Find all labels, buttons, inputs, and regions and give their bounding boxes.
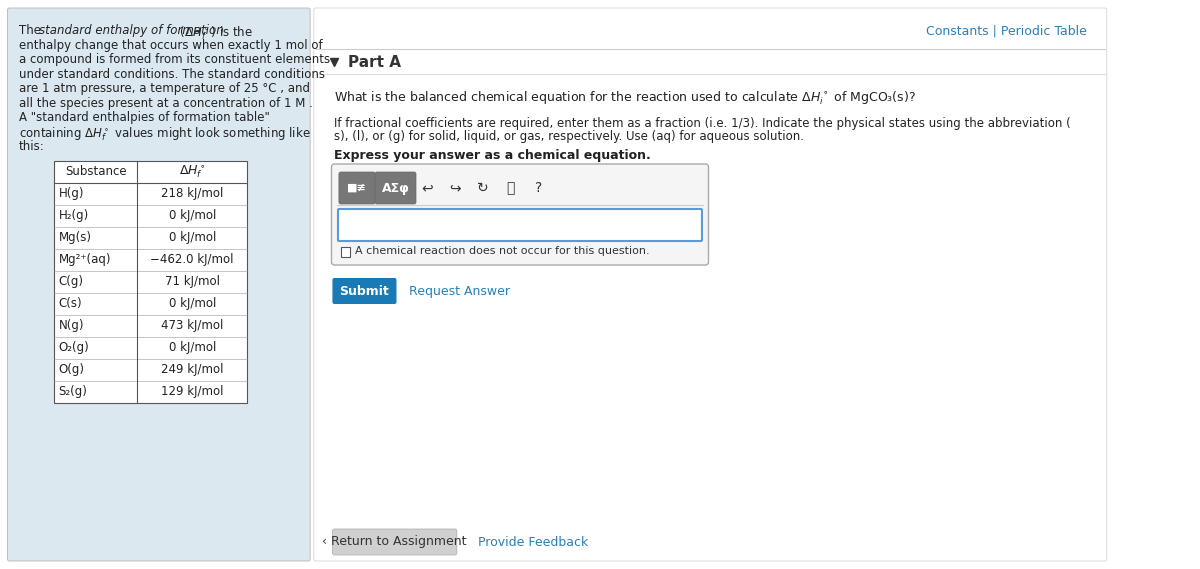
Text: 0 kJ/mol: 0 kJ/mol — [168, 231, 216, 244]
Text: 0 kJ/mol: 0 kJ/mol — [168, 341, 216, 354]
Text: ↻: ↻ — [478, 181, 488, 195]
Text: ■≢: ■≢ — [347, 183, 366, 193]
Text: 0 kJ/mol: 0 kJ/mol — [168, 297, 216, 310]
Text: Substance: Substance — [65, 165, 126, 178]
Text: a compound is formed from its constituent elements: a compound is formed from its constituen… — [18, 53, 330, 66]
Text: Express your answer as a chemical equation.: Express your answer as a chemical equati… — [335, 149, 652, 162]
Text: 473 kJ/mol: 473 kJ/mol — [161, 319, 223, 332]
FancyBboxPatch shape — [7, 8, 310, 561]
Text: If fractional coefficients are required, enter them as a fraction (i.e. 1/3). In: If fractional coefficients are required,… — [335, 117, 1072, 130]
Text: ($\Delta H_f^\circ$) is the: ($\Delta H_f^\circ$) is the — [176, 24, 253, 42]
Text: this:: this: — [18, 140, 44, 153]
Text: A "standard enthalpies of formation table": A "standard enthalpies of formation tabl… — [18, 111, 270, 124]
Text: 0 kJ/mol: 0 kJ/mol — [168, 209, 216, 222]
Text: −462.0 kJ/mol: −462.0 kJ/mol — [150, 253, 234, 266]
Text: S₂(g): S₂(g) — [59, 385, 88, 398]
FancyBboxPatch shape — [338, 172, 376, 204]
Text: O(g): O(g) — [59, 363, 84, 376]
Text: H₂(g): H₂(g) — [59, 209, 89, 222]
FancyBboxPatch shape — [314, 8, 1106, 561]
Text: ⌗: ⌗ — [506, 181, 515, 195]
Text: containing $\Delta H_f^\circ$ values might look something like: containing $\Delta H_f^\circ$ values mig… — [18, 126, 311, 143]
Text: Mg²⁺(aq): Mg²⁺(aq) — [59, 253, 110, 266]
Text: A chemical reaction does not occur for this question.: A chemical reaction does not occur for t… — [355, 246, 649, 256]
Text: 71 kJ/mol: 71 kJ/mol — [164, 275, 220, 288]
Text: ‹ Return to Assignment: ‹ Return to Assignment — [323, 535, 467, 549]
Text: under standard conditions. The standard conditions: under standard conditions. The standard … — [18, 68, 324, 80]
Text: Request Answer: Request Answer — [408, 284, 510, 298]
FancyBboxPatch shape — [331, 164, 708, 265]
Bar — [337, 170, 703, 205]
Text: Constants | Periodic Table: Constants | Periodic Table — [925, 24, 1086, 37]
Text: all the species present at a concentration of 1 M .: all the species present at a concentrati… — [18, 97, 312, 109]
Text: What is the balanced chemical equation for the reaction used to calculate $\Delt: What is the balanced chemical equation f… — [335, 89, 917, 106]
Text: enthalpy change that occurs when exactly 1 mol of: enthalpy change that occurs when exactly… — [18, 39, 322, 52]
Bar — [54, 160, 247, 402]
Text: s), (l), or (g) for solid, liquid, or gas, respectively. Use (aq) for aqueous so: s), (l), or (g) for solid, liquid, or ga… — [335, 130, 804, 143]
Text: standard enthalpy of formation: standard enthalpy of formation — [38, 24, 223, 37]
Text: Provide Feedback: Provide Feedback — [478, 535, 588, 549]
Text: Part A: Part A — [348, 55, 401, 69]
Text: ↩: ↩ — [421, 181, 433, 195]
FancyBboxPatch shape — [338, 209, 702, 241]
Text: 218 kJ/mol: 218 kJ/mol — [161, 187, 223, 200]
Text: ?: ? — [535, 181, 542, 195]
Text: $\Delta H_f^\circ$: $\Delta H_f^\circ$ — [179, 163, 205, 180]
FancyBboxPatch shape — [332, 278, 396, 304]
Text: are 1 atm pressure, a temperature of 25 °C , and: are 1 atm pressure, a temperature of 25 … — [18, 82, 310, 95]
Text: The: The — [18, 24, 44, 37]
Bar — [341, 247, 350, 257]
Text: Submit: Submit — [340, 284, 389, 298]
Text: ↪: ↪ — [449, 181, 461, 195]
Text: C(g): C(g) — [59, 275, 84, 288]
Text: Mg(s): Mg(s) — [59, 231, 91, 244]
FancyBboxPatch shape — [332, 529, 457, 555]
Text: ΑΣφ: ΑΣφ — [382, 182, 409, 195]
Text: 249 kJ/mol: 249 kJ/mol — [161, 363, 223, 376]
Text: C(s): C(s) — [59, 297, 82, 310]
FancyBboxPatch shape — [376, 172, 416, 204]
Text: H(g): H(g) — [59, 187, 84, 200]
Text: 129 kJ/mol: 129 kJ/mol — [161, 385, 223, 398]
Text: O₂(g): O₂(g) — [59, 341, 89, 354]
Text: N(g): N(g) — [59, 319, 84, 332]
